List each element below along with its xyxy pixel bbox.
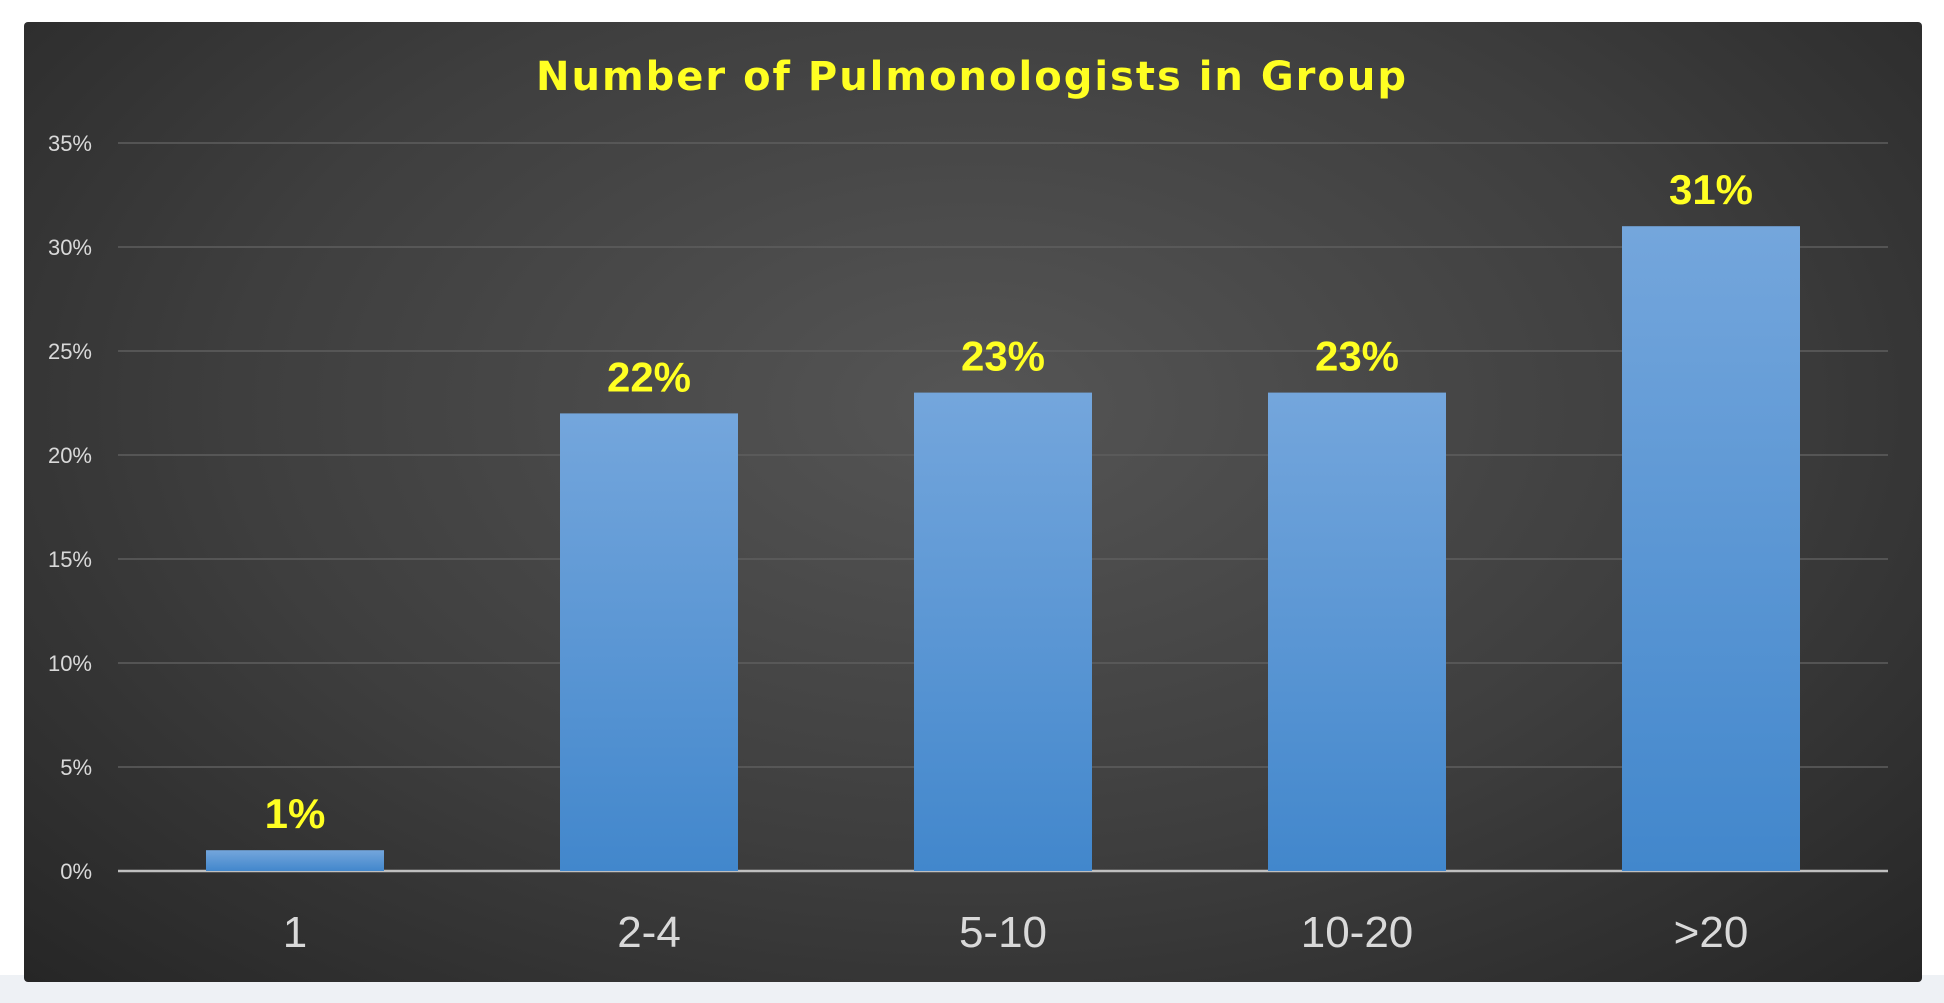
y-axis: 0% 5% 10% 15% 20% 25% 30% 35%	[48, 131, 92, 884]
bar	[914, 392, 1092, 871]
data-label: 23%	[961, 333, 1045, 380]
data-labels: 1% 22% 23% 23% 31%	[265, 166, 1753, 837]
x-tick-label: 1	[283, 908, 307, 957]
bar	[1268, 392, 1446, 871]
data-label: 23%	[1315, 333, 1399, 380]
x-tick-label: 10-20	[1301, 908, 1414, 957]
bar	[1622, 226, 1800, 871]
bar	[206, 850, 384, 871]
x-axis: 1 2-4 5-10 10-20 >20	[283, 908, 1749, 957]
data-label: 31%	[1669, 166, 1753, 213]
y-tick-label: 35%	[48, 131, 92, 156]
chart-title: Number of Pulmonologists in Group	[536, 54, 1408, 100]
y-tick-label: 0%	[60, 859, 92, 884]
y-tick-label: 20%	[48, 443, 92, 468]
data-label: 1%	[265, 790, 326, 837]
y-tick-label: 30%	[48, 235, 92, 260]
x-tick-label: >20	[1674, 908, 1749, 957]
data-label: 22%	[607, 353, 691, 400]
bars	[206, 226, 1800, 871]
bar	[560, 413, 738, 871]
y-tick-label: 10%	[48, 651, 92, 676]
x-tick-label: 5-10	[959, 908, 1047, 957]
y-tick-label: 25%	[48, 339, 92, 364]
y-tick-label: 5%	[60, 755, 92, 780]
y-tick-label: 15%	[48, 547, 92, 572]
x-tick-label: 2-4	[617, 908, 681, 957]
